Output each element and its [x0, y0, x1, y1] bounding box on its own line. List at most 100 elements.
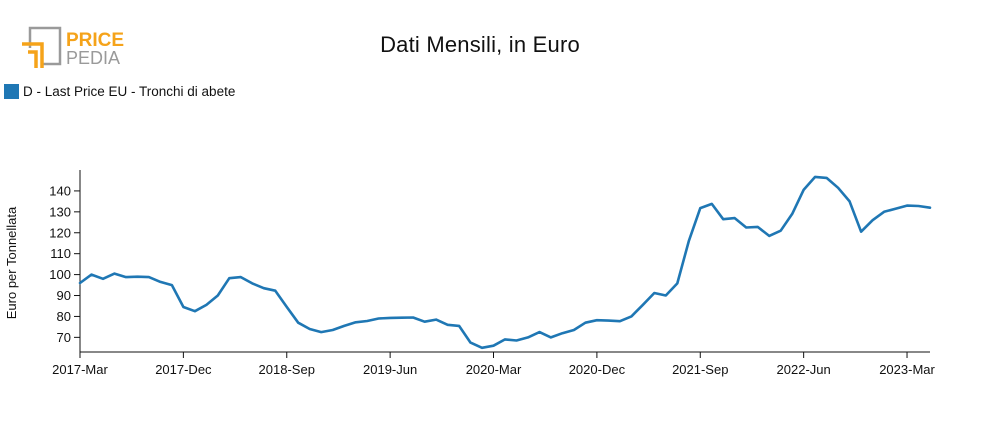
data-point[interactable] [686, 238, 692, 244]
data-point[interactable] [146, 274, 152, 280]
x-tick-label: 2017-Dec [155, 362, 212, 377]
data-point[interactable] [789, 211, 795, 217]
data-point[interactable] [801, 187, 807, 193]
chart-plot-area [77, 174, 933, 351]
data-point[interactable] [628, 313, 634, 319]
data-point[interactable] [89, 272, 95, 278]
data-point[interactable] [445, 322, 451, 328]
data-point[interactable] [571, 327, 577, 333]
data-point[interactable] [215, 293, 221, 299]
legend[interactable]: D - Last Price EU - Tronchi di abete [4, 84, 235, 99]
x-tick-label: 2021-Sep [672, 362, 728, 377]
y-tick-label: 120 [49, 225, 71, 240]
logo-text-price: PRICE [66, 30, 124, 51]
data-point[interactable] [916, 203, 922, 209]
data-point[interactable] [479, 345, 485, 351]
data-point[interactable] [893, 206, 899, 212]
data-point[interactable] [422, 319, 428, 325]
data-point[interactable] [226, 275, 232, 281]
data-point[interactable] [870, 217, 876, 223]
data-point[interactable] [468, 340, 474, 346]
data-point[interactable] [812, 174, 818, 180]
data-point[interactable] [824, 175, 830, 181]
data-point[interactable] [514, 338, 520, 344]
chart-title: Dati Mensili, in Euro [380, 32, 580, 57]
data-point[interactable] [697, 205, 703, 211]
y-tick-label: 90 [57, 288, 71, 303]
data-point[interactable] [238, 274, 244, 280]
data-point[interactable] [491, 343, 497, 349]
data-point[interactable] [755, 224, 761, 230]
data-point[interactable] [157, 279, 163, 285]
y-tick-label: 100 [49, 267, 71, 282]
data-point[interactable] [525, 334, 531, 340]
data-point[interactable] [835, 185, 841, 191]
data-point[interactable] [537, 329, 543, 335]
data-point[interactable] [410, 315, 416, 321]
data-point[interactable] [134, 274, 140, 280]
data-point[interactable] [582, 320, 588, 326]
data-point[interactable] [617, 318, 623, 324]
data-point[interactable] [881, 209, 887, 215]
data-point[interactable] [100, 276, 106, 282]
data-point[interactable] [318, 329, 324, 335]
data-point[interactable] [272, 288, 278, 294]
data-point[interactable] [112, 271, 118, 277]
data-point[interactable] [594, 317, 600, 323]
series-line [78, 175, 932, 350]
data-point[interactable] [605, 318, 611, 324]
data-point[interactable] [180, 304, 186, 310]
data-point[interactable] [77, 280, 83, 286]
data-point[interactable] [364, 318, 370, 324]
data-point[interactable] [743, 225, 749, 231]
x-tick-label: 2018-Sep [259, 362, 315, 377]
data-point[interactable] [341, 323, 347, 329]
y-tick-label: 80 [57, 309, 71, 324]
x-tick-label: 2020-Dec [569, 362, 626, 377]
data-point[interactable] [433, 317, 439, 323]
x-tick-label: 2023-Mar [879, 362, 935, 377]
data-point[interactable] [169, 282, 175, 288]
logo-text-pedia: PEDIA [66, 48, 120, 68]
data-point[interactable] [192, 308, 198, 314]
x-tick-label: 2020-Mar [466, 362, 522, 377]
data-point[interactable] [651, 290, 657, 296]
data-point[interactable] [203, 302, 209, 308]
y-tick-label: 130 [49, 204, 71, 219]
data-point[interactable] [261, 285, 267, 291]
data-point[interactable] [399, 315, 405, 321]
data-point[interactable] [330, 327, 336, 333]
legend-swatch [4, 84, 19, 99]
data-point[interactable] [559, 330, 565, 336]
data-point[interactable] [640, 302, 646, 308]
y-axis-title: Euro per Tonnellata [4, 206, 19, 319]
data-point[interactable] [766, 233, 772, 239]
data-point[interactable] [123, 274, 129, 280]
data-point[interactable] [548, 334, 554, 340]
data-point[interactable] [720, 216, 726, 222]
data-point[interactable] [353, 319, 359, 325]
data-point[interactable] [456, 323, 462, 329]
data-point[interactable] [709, 201, 715, 207]
data-point[interactable] [663, 293, 669, 299]
data-point[interactable] [674, 280, 680, 286]
y-tick-label: 140 [49, 183, 71, 198]
data-point[interactable] [387, 315, 393, 321]
data-point[interactable] [249, 280, 255, 286]
data-point[interactable] [904, 203, 910, 209]
data-point[interactable] [307, 326, 313, 332]
data-point[interactable] [927, 205, 933, 211]
data-point[interactable] [376, 316, 382, 322]
data-point[interactable] [284, 304, 290, 310]
data-point[interactable] [295, 320, 301, 326]
chart-axes: 70 80 90 100 110 120 130 140 2017-Mar 2017-Dec 201… [4, 170, 936, 377]
data-point[interactable] [858, 229, 864, 235]
x-tick-label: 2022-Jun [777, 362, 831, 377]
x-tick-label: 2017-Mar [52, 362, 108, 377]
data-point[interactable] [732, 215, 738, 221]
y-tick-label: 70 [57, 330, 71, 345]
data-point[interactable] [502, 336, 508, 342]
data-point[interactable] [778, 228, 784, 234]
data-point[interactable] [847, 198, 853, 204]
